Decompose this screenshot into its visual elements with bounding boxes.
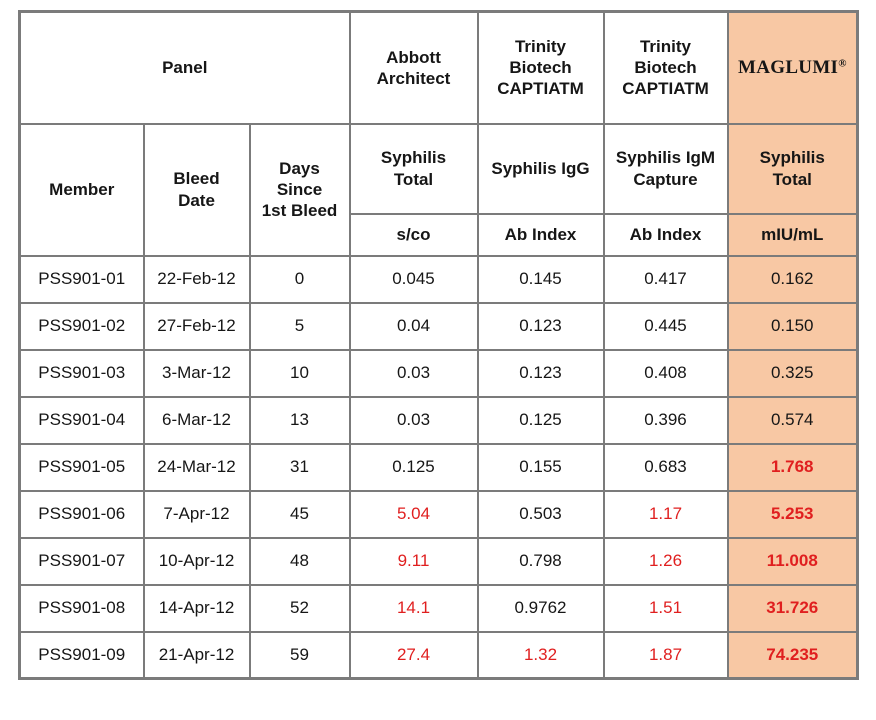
unit-ab-index-igm-cell: Ab Index xyxy=(602,212,729,257)
cell-member: PSS901-08 xyxy=(18,583,145,633)
unit-miu-ml-cell: mIU/mL xyxy=(726,212,859,257)
cell-days-since: 0 xyxy=(248,254,351,304)
cell-abbott-total: 9.11 xyxy=(348,536,479,586)
cell-trinity-igg: 0.123 xyxy=(476,301,605,351)
table-row: PSS901-09 21-Apr-12 59 27.4 1.32 1.87 74… xyxy=(18,630,859,680)
assay-abbott-syphilis-total-cell: Syphilis Total xyxy=(348,122,479,215)
days-since-column-header: Days Since 1st Bleed xyxy=(248,122,351,257)
vendor-header-row: Panel Abbott Architect Trinity Biotech C… xyxy=(18,10,859,125)
cell-trinity-igg: 0.123 xyxy=(476,348,605,398)
vendor-maglumi-cell: MAGLUMI® xyxy=(726,10,859,125)
cell-trinity-igg: 0.9762 xyxy=(476,583,605,633)
units-header-row: s/co Ab Index Ab Index mIU/mL xyxy=(20,212,859,257)
cell-days-since: 52 xyxy=(248,583,351,633)
cell-bleed-date: 7-Apr-12 xyxy=(142,489,251,539)
table-row: PSS901-08 14-Apr-12 52 14.1 0.9762 1.51 … xyxy=(18,583,859,633)
cell-abbott-total: 0.03 xyxy=(348,348,479,398)
cell-trinity-igg: 1.32 xyxy=(476,630,605,680)
cell-bleed-date: 24-Mar-12 xyxy=(142,442,251,492)
cell-days-since: 31 xyxy=(248,442,351,492)
cell-maglumi-total: 0.574 xyxy=(726,395,859,445)
unit-ab-index-igg-cell: Ab Index xyxy=(476,212,605,257)
cell-bleed-date: 14-Apr-12 xyxy=(142,583,251,633)
cell-days-since: 48 xyxy=(248,536,351,586)
table-row: PSS901-07 10-Apr-12 48 9.11 0.798 1.26 1… xyxy=(18,536,859,586)
cell-member: PSS901-02 xyxy=(18,301,145,351)
cell-bleed-date: 6-Mar-12 xyxy=(142,395,251,445)
cell-member: PSS901-04 xyxy=(18,395,145,445)
cell-abbott-total: 5.04 xyxy=(348,489,479,539)
cell-abbott-total: 0.125 xyxy=(348,442,479,492)
unit-sco-cell: s/co xyxy=(348,212,479,257)
cell-bleed-date: 22-Feb-12 xyxy=(142,254,251,304)
cell-abbott-total: 27.4 xyxy=(348,630,479,680)
cell-trinity-igg: 0.145 xyxy=(476,254,605,304)
assay-maglumi-syphilis-total-cell: Syphilis Total xyxy=(726,122,859,215)
cell-days-since: 5 xyxy=(248,301,351,351)
cell-trinity-igm: 0.683 xyxy=(602,442,729,492)
panel-header-cell: Panel xyxy=(18,10,351,125)
table-row: PSS901-05 24-Mar-12 31 0.125 0.155 0.683… xyxy=(18,442,859,492)
cell-abbott-total: 0.04 xyxy=(348,301,479,351)
table-row: PSS901-01 22-Feb-12 0 0.045 0.145 0.417 … xyxy=(18,254,859,304)
cell-member: PSS901-09 xyxy=(18,630,145,680)
cell-trinity-igm: 0.396 xyxy=(602,395,729,445)
assay-comparison-table: Panel Abbott Architect Trinity Biotech C… xyxy=(18,10,859,680)
member-column-header: Member xyxy=(18,122,145,257)
registered-trademark-symbol: ® xyxy=(838,57,847,70)
cell-trinity-igm: 1.26 xyxy=(602,536,729,586)
cell-days-since: 59 xyxy=(248,630,351,680)
cell-trinity-igm: 0.445 xyxy=(602,301,729,351)
cell-maglumi-total: 0.325 xyxy=(726,348,859,398)
vendor-abbott-architect-cell: Abbott Architect xyxy=(348,10,479,125)
cell-trinity-igg: 0.798 xyxy=(476,536,605,586)
table-row: PSS901-02 27-Feb-12 5 0.04 0.123 0.445 0… xyxy=(18,301,859,351)
table-row: PSS901-06 7-Apr-12 45 5.04 0.503 1.17 5.… xyxy=(18,489,859,539)
cell-abbott-total: 0.045 xyxy=(348,254,479,304)
cell-days-since: 13 xyxy=(248,395,351,445)
cell-member: PSS901-07 xyxy=(18,536,145,586)
assay-syphilis-igm-capture-cell: Syphilis IgM Capture xyxy=(602,122,729,215)
cell-member: PSS901-06 xyxy=(18,489,145,539)
assay-header-row: Member Bleed Date Days Since 1st Bleed S… xyxy=(18,122,859,257)
cell-member: PSS901-01 xyxy=(18,254,145,304)
assay-syphilis-igg-cell: Syphilis IgG xyxy=(476,122,605,215)
cell-bleed-date: 3-Mar-12 xyxy=(142,348,251,398)
vendor-trinity-biotech-igg-cell: Trinity Biotech CAPTIATM xyxy=(476,10,605,125)
cell-maglumi-total: 31.726 xyxy=(726,583,859,633)
cell-trinity-igm: 0.417 xyxy=(602,254,729,304)
cell-trinity-igm: 1.17 xyxy=(602,489,729,539)
cell-days-since: 10 xyxy=(248,348,351,398)
vendor-trinity-biotech-igm-cell: Trinity Biotech CAPTIATM xyxy=(602,10,729,125)
cell-maglumi-total: 1.768 xyxy=(726,442,859,492)
cell-abbott-total: 0.03 xyxy=(348,395,479,445)
cell-days-since: 45 xyxy=(248,489,351,539)
table-row: PSS901-03 3-Mar-12 10 0.03 0.123 0.408 0… xyxy=(18,348,859,398)
cell-maglumi-total: 11.008 xyxy=(726,536,859,586)
cell-maglumi-total: 0.162 xyxy=(726,254,859,304)
cell-trinity-igm: 1.87 xyxy=(602,630,729,680)
cell-maglumi-total: 5.253 xyxy=(726,489,859,539)
cell-trinity-igm: 0.408 xyxy=(602,348,729,398)
cell-maglumi-total: 74.235 xyxy=(726,630,859,680)
bleed-date-column-header: Bleed Date xyxy=(142,122,251,257)
cell-trinity-igm: 1.51 xyxy=(602,583,729,633)
cell-member: PSS901-03 xyxy=(18,348,145,398)
cell-member: PSS901-05 xyxy=(18,442,145,492)
cell-abbott-total: 14.1 xyxy=(348,583,479,633)
cell-bleed-date: 27-Feb-12 xyxy=(142,301,251,351)
maglumi-brand-name: MAGLUMI xyxy=(738,56,839,78)
cell-maglumi-total: 0.150 xyxy=(726,301,859,351)
cell-trinity-igg: 0.155 xyxy=(476,442,605,492)
cell-trinity-igg: 0.125 xyxy=(476,395,605,445)
table-row: PSS901-04 6-Mar-12 13 0.03 0.125 0.396 0… xyxy=(18,395,859,445)
cell-bleed-date: 10-Apr-12 xyxy=(142,536,251,586)
assay-comparison-table-wrapper: Panel Abbott Architect Trinity Biotech C… xyxy=(18,10,859,680)
cell-bleed-date: 21-Apr-12 xyxy=(142,630,251,680)
cell-trinity-igg: 0.503 xyxy=(476,489,605,539)
